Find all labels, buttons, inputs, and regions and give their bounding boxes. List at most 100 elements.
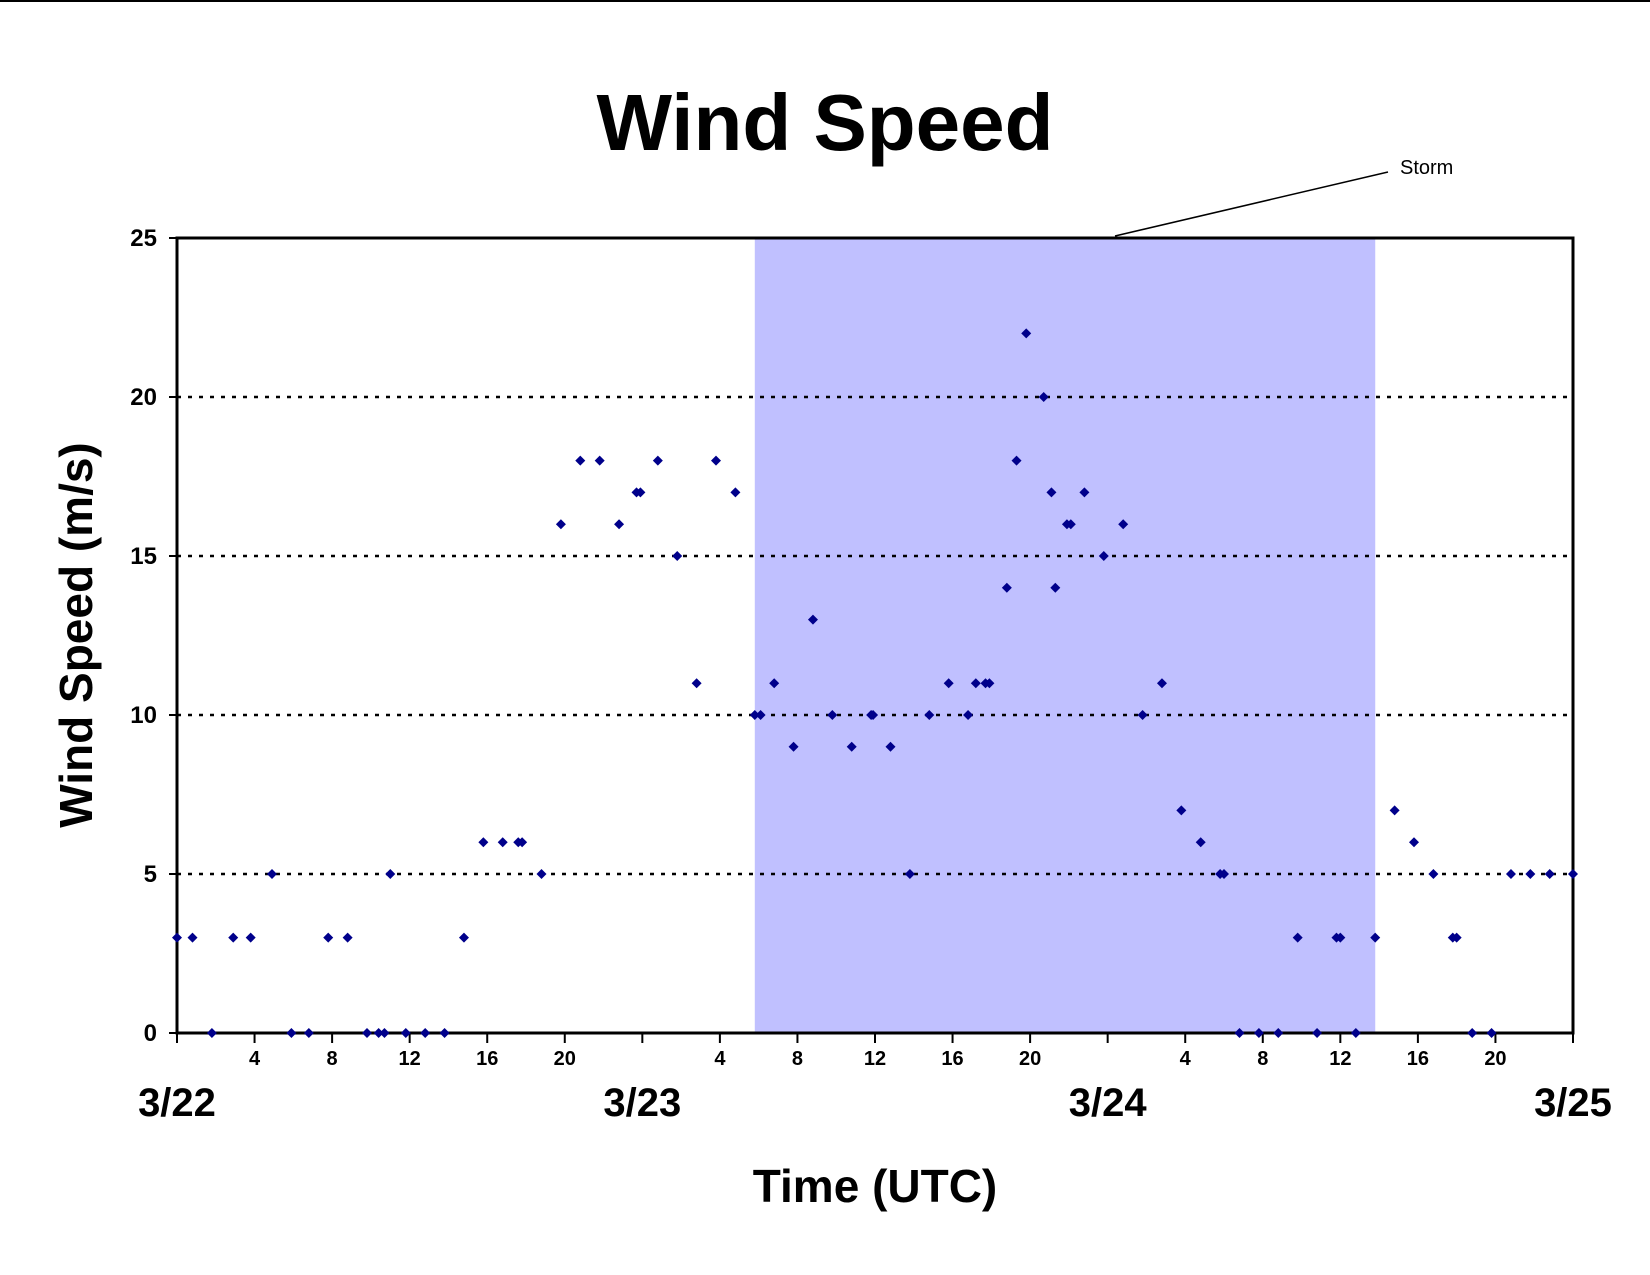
data-point (420, 1028, 431, 1038)
data-point (1137, 710, 1148, 720)
data-point (1350, 1028, 1361, 1038)
data-point (373, 1028, 384, 1038)
data-point (924, 710, 935, 720)
data-point (1273, 1028, 1284, 1038)
data-point (1065, 519, 1076, 530)
data-point (1389, 805, 1400, 816)
data-point (323, 932, 334, 943)
x-tick-label: 8 (327, 1048, 338, 1070)
x-tick-label: 12 (1329, 1048, 1351, 1070)
data-point (206, 1028, 217, 1038)
data-point (575, 455, 586, 466)
data-point (342, 932, 353, 943)
data-point (1079, 487, 1090, 498)
data-point (286, 1028, 297, 1038)
data-point (1176, 805, 1187, 816)
data-point (303, 1028, 314, 1038)
data-point (1451, 932, 1462, 943)
data-point (963, 710, 974, 720)
top-border-line (0, 0, 1650, 2)
data-point (1234, 1028, 1245, 1038)
x-tick-label: 4 (1180, 1048, 1192, 1070)
data-point (458, 932, 469, 943)
data-point (536, 869, 547, 879)
data-point (1505, 869, 1516, 879)
data-point (1156, 678, 1167, 689)
data-point (769, 678, 780, 689)
data-point (187, 932, 198, 943)
data-point (652, 455, 663, 466)
data-point (711, 455, 722, 466)
y-axis-ticks: 0 5 10 15 20 25 (130, 225, 177, 1047)
data-point (904, 869, 915, 879)
data-point (672, 551, 683, 561)
data-point (1001, 582, 1012, 593)
data-point (385, 869, 396, 879)
x-tick-label: 4 (714, 1048, 726, 1070)
data-point (1195, 837, 1206, 848)
data-point (1428, 869, 1439, 879)
data-point (635, 487, 646, 498)
y-axis-label: Wind Speed (m/s) (50, 442, 102, 828)
data-point (1219, 869, 1229, 879)
data-point (267, 869, 278, 879)
x-tick-label: 16 (476, 1048, 498, 1070)
x-tick-label: 20 (554, 1048, 576, 1070)
day-label: 3/22 (138, 1081, 216, 1125)
data-point (1098, 551, 1109, 561)
gridlines (177, 395, 1573, 876)
data-point (1312, 1028, 1323, 1038)
data-point (362, 1028, 373, 1038)
data-point (846, 741, 857, 752)
data-point (1253, 1028, 1264, 1038)
data-point (555, 519, 566, 530)
day-label: 3/25 (1534, 1081, 1612, 1125)
data-point (1568, 869, 1578, 879)
x-axis-label: Time (UTC) (753, 1160, 998, 1212)
day-label: 3/24 (1069, 1081, 1148, 1125)
x-tick-label: 16 (941, 1048, 963, 1070)
data-point (1038, 392, 1049, 402)
data-point (439, 1028, 450, 1038)
data-point (379, 1028, 390, 1038)
data-point (594, 455, 605, 466)
data-point (245, 932, 256, 943)
y-tick-label: 25 (130, 225, 157, 252)
data-point (400, 1028, 411, 1038)
x-tick-label: 12 (399, 1048, 421, 1070)
data-point (1525, 869, 1536, 879)
data-point (497, 837, 508, 848)
data-point (1021, 328, 1032, 339)
data-points (172, 328, 1578, 1038)
data-point (868, 710, 879, 720)
data-point (1046, 487, 1057, 498)
data-point (788, 741, 799, 752)
data-point (1370, 932, 1381, 943)
data-point (1409, 837, 1420, 848)
x-tick-label: 12 (864, 1048, 886, 1070)
x-tick-label: 20 (1019, 1048, 1041, 1070)
y-tick-label: 20 (130, 384, 157, 411)
data-point (1011, 455, 1022, 466)
data-point (984, 678, 995, 689)
x-tick-label: 16 (1407, 1048, 1429, 1070)
y-tick-label: 15 (130, 543, 157, 570)
data-point (1335, 932, 1346, 943)
chart-title: Wind Speed (596, 78, 1053, 167)
data-point (755, 710, 766, 720)
data-point (172, 932, 182, 943)
data-point (807, 614, 818, 625)
storm-annotation-label: Storm (1400, 157, 1453, 179)
y-tick-label: 5 (144, 861, 157, 888)
day-labels: 3/22 3/23 3/24 3/25 (138, 1081, 1612, 1125)
data-point (943, 678, 954, 689)
x-tick-label: 4 (249, 1048, 261, 1070)
data-point (517, 837, 528, 848)
data-point (827, 710, 838, 720)
data-point (478, 837, 489, 848)
data-point (1467, 1028, 1478, 1038)
data-point (730, 487, 741, 498)
data-point (885, 741, 896, 752)
y-tick-label: 0 (144, 1020, 157, 1047)
storm-band (754, 238, 1376, 1033)
